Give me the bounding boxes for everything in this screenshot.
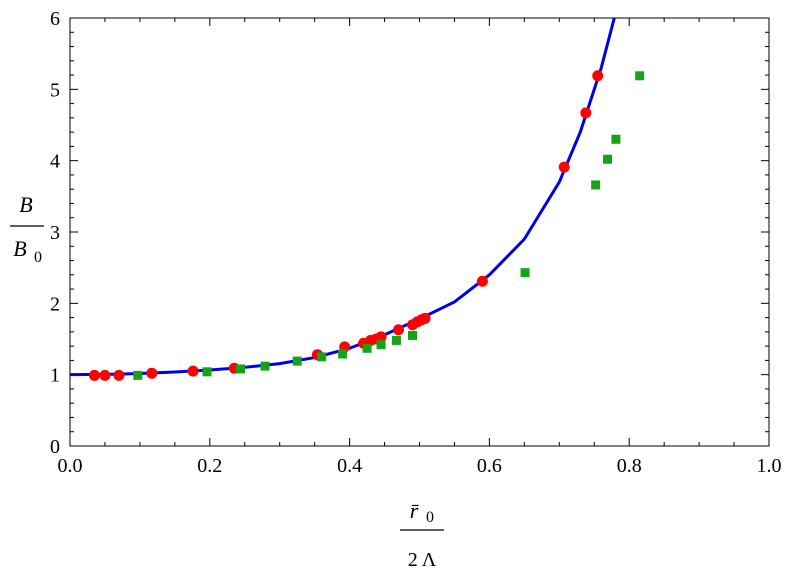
red-data-point <box>375 331 387 343</box>
theory-curve-line <box>70 18 616 377</box>
x-axis-label: r̄ 0 2 Λ <box>400 498 444 571</box>
red-data-point <box>146 367 158 379</box>
red-data-point <box>558 161 570 173</box>
x-label-denominator: 2 Λ <box>408 549 437 569</box>
y-label-denominator: B <box>13 236 26 261</box>
y-tick-label: 2 <box>50 293 60 315</box>
red-data-point <box>88 369 100 381</box>
y-tick-label: 5 <box>50 79 60 101</box>
red-data-point <box>592 70 604 82</box>
green-data-point <box>260 361 270 371</box>
green-data-point <box>520 268 530 278</box>
green-data-point <box>133 370 143 380</box>
x-tick-label: 0.6 <box>477 455 502 477</box>
green-data-point <box>591 180 601 190</box>
green-data-point <box>376 340 386 350</box>
plot-frame <box>69 17 770 447</box>
x-label-numerator: r̄ <box>410 498 420 523</box>
green-data-point <box>317 352 327 362</box>
x-tick-label: 0.4 <box>337 455 362 477</box>
x-tick-label: 0.0 <box>58 455 83 477</box>
green-data-point <box>236 364 246 374</box>
y-axis-label: B B 0 <box>10 192 44 266</box>
red-data-point <box>419 312 431 324</box>
green-data-point <box>362 343 372 353</box>
data-series <box>70 18 645 381</box>
green-data-point <box>338 349 348 359</box>
green-data-point <box>202 367 212 377</box>
x-tick-label: 0.8 <box>617 455 642 477</box>
green-data-point <box>603 154 613 164</box>
y-label-numerator: B <box>19 192 32 217</box>
red-data-point <box>580 107 592 119</box>
red-data-point <box>393 324 405 336</box>
y-tick-label: 6 <box>50 8 60 30</box>
green-data-point <box>391 335 401 345</box>
y-tick-label: 1 <box>50 365 60 387</box>
tick-labels: 0.0 0.2 0.4 0.6 0.8 1.0 0 1 2 3 4 5 6 <box>50 8 782 477</box>
red-data-point <box>113 369 125 381</box>
y-tick-label: 3 <box>50 222 60 244</box>
green-data-point <box>611 134 621 144</box>
green-data-point <box>292 356 302 366</box>
plot-border <box>69 17 770 447</box>
x-tick-label: 0.2 <box>197 455 222 477</box>
x-tick-label: 1.0 <box>757 455 782 477</box>
axis-ticks <box>69 17 770 447</box>
green-data-point <box>635 71 645 81</box>
green-data-point <box>408 330 418 340</box>
red-data-point <box>476 275 488 287</box>
y-label-denominator-sub: 0 <box>34 249 42 266</box>
x-label-numerator-sub: 0 <box>426 509 434 526</box>
red-data-point <box>187 365 199 377</box>
y-tick-label: 4 <box>50 151 60 173</box>
y-tick-label: 0 <box>50 436 60 458</box>
red-data-point <box>99 369 111 381</box>
